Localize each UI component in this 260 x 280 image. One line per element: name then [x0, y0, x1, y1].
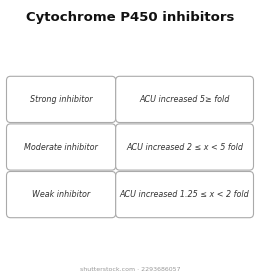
- Text: ACU increased 2 ≤ x < 5 fold: ACU increased 2 ≤ x < 5 fold: [126, 143, 243, 151]
- Text: Strong inhibitor: Strong inhibitor: [30, 95, 92, 104]
- FancyBboxPatch shape: [6, 76, 116, 123]
- FancyBboxPatch shape: [116, 76, 254, 123]
- Text: shutterstock.com · 2293686057: shutterstock.com · 2293686057: [80, 267, 180, 272]
- FancyBboxPatch shape: [116, 171, 254, 218]
- Text: Cytochrome P450 inhibitors: Cytochrome P450 inhibitors: [26, 11, 234, 24]
- FancyBboxPatch shape: [6, 171, 116, 218]
- Text: ACU increased 5≥ fold: ACU increased 5≥ fold: [139, 95, 230, 104]
- FancyBboxPatch shape: [116, 124, 254, 170]
- FancyBboxPatch shape: [6, 124, 116, 170]
- Text: Moderate inhibitor: Moderate inhibitor: [24, 143, 98, 151]
- Text: Weak inhibitor: Weak inhibitor: [32, 190, 90, 199]
- Text: ACU increased 1.25 ≤ x < 2 fold: ACU increased 1.25 ≤ x < 2 fold: [120, 190, 250, 199]
